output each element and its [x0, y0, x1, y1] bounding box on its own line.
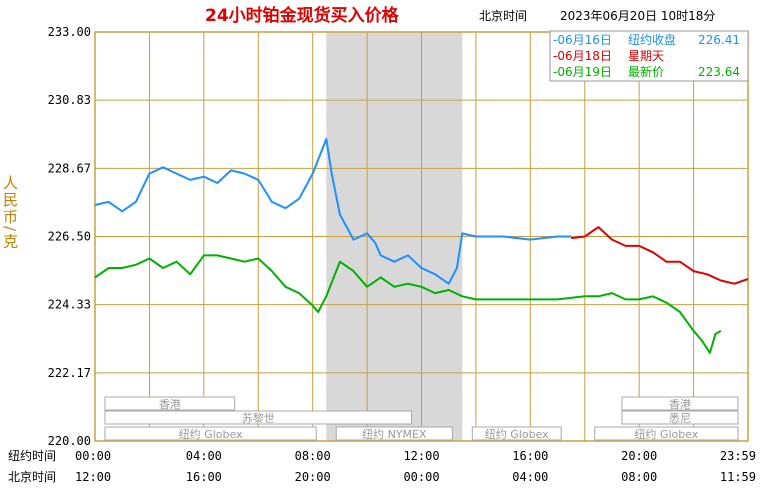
- x-tick-label: 08:00: [295, 449, 331, 463]
- x-tick-label: 16:00: [186, 470, 222, 484]
- market-session-box: [104, 426, 317, 441]
- y-tick-label: 220.00: [48, 434, 91, 448]
- legend-label: 纽约收盘: [628, 32, 676, 47]
- y-tick-label: 222.17: [48, 366, 91, 380]
- y-axis-ticks: 233.00 230.83 228.67 226.50 224.33 222.17 220.…: [48, 25, 91, 448]
- x-tick-label: 08:00: [621, 470, 657, 484]
- legend-box: [549, 30, 749, 82]
- market-session-box: [621, 410, 739, 425]
- x-tick-label: 20:00: [295, 470, 331, 484]
- legend-date: -06月16日: [553, 33, 612, 47]
- timezone-label: 北京时间: [479, 9, 527, 23]
- x-row-label: 北京时间: [8, 470, 56, 484]
- market-session-box: [335, 426, 453, 441]
- y-tick-label: 228.67: [48, 161, 91, 175]
- market-session-label: 纽约 Globex: [485, 427, 549, 441]
- market-session-label: 香港: [159, 398, 181, 411]
- y-axis-title: 人民币/克: [1, 175, 19, 250]
- x-tick-label: 20:00: [621, 449, 657, 463]
- x-tick-label: 04:00: [186, 449, 222, 463]
- market-session-label: 纽约 NYMEX: [362, 427, 427, 441]
- x-tick-label: 04:00: [512, 470, 548, 484]
- market-session-label: 苏黎世: [242, 411, 275, 425]
- market-session-box: [471, 426, 562, 441]
- market-session-label: 纽约 Globex: [179, 427, 243, 441]
- legend-value: 226.41: [698, 33, 740, 47]
- x-tick-label: 16:00: [512, 449, 548, 463]
- y-tick-label: 233.00: [48, 25, 91, 39]
- legend-value: 223.64: [698, 65, 740, 79]
- x-axis-ticks: 纽约时间 00:00 04:00 08:00 12:00 16:00 20:00 23:59 北…: [8, 448, 756, 484]
- chart-title: 24小时铂金现货买入价格: [205, 5, 400, 26]
- series-lines: [94, 138, 749, 354]
- x-tick-label: 11:59: [720, 470, 756, 484]
- timestamp: 2023年06月20日 10时18分: [560, 9, 715, 23]
- series-line-3: [94, 254, 722, 354]
- x-tick-label: 12:00: [403, 449, 439, 463]
- market-session-label: 悉尼: [669, 412, 691, 425]
- legend-date: -06月19日: [553, 65, 612, 79]
- y-tick-label: 226.50: [48, 230, 91, 244]
- x-tick-label: 12:00: [75, 470, 111, 484]
- legend-label: 星期天: [628, 49, 664, 63]
- series-line-1: [94, 138, 572, 285]
- market-session-box: [104, 410, 412, 425]
- y-tick-label: 230.83: [48, 93, 91, 107]
- x-row-label: 纽约时间: [8, 448, 56, 463]
- grid: [94, 31, 749, 442]
- market-session-label: 香港: [669, 398, 691, 411]
- market-session-label: 纽约 Globex: [634, 427, 698, 441]
- x-tick-label: 00:00: [75, 449, 111, 463]
- market-session-box: [621, 396, 739, 411]
- legend: -06月16日 纽约收盘 226.41 -06月18日 星期天 -06月19日 最新价 223…: [549, 30, 749, 82]
- x-tick-label: 23:59: [720, 449, 756, 463]
- market-session-box: [104, 396, 236, 411]
- series-line-2: [570, 226, 749, 285]
- market-session-box: [594, 426, 739, 441]
- x-tick-label: 00:00: [403, 470, 439, 484]
- legend-date: -06月18日: [553, 49, 612, 63]
- y-axis-label: 人民币/克: [1, 175, 19, 250]
- legend-label: 最新价: [628, 64, 664, 79]
- y-tick-label: 224.33: [48, 298, 91, 312]
